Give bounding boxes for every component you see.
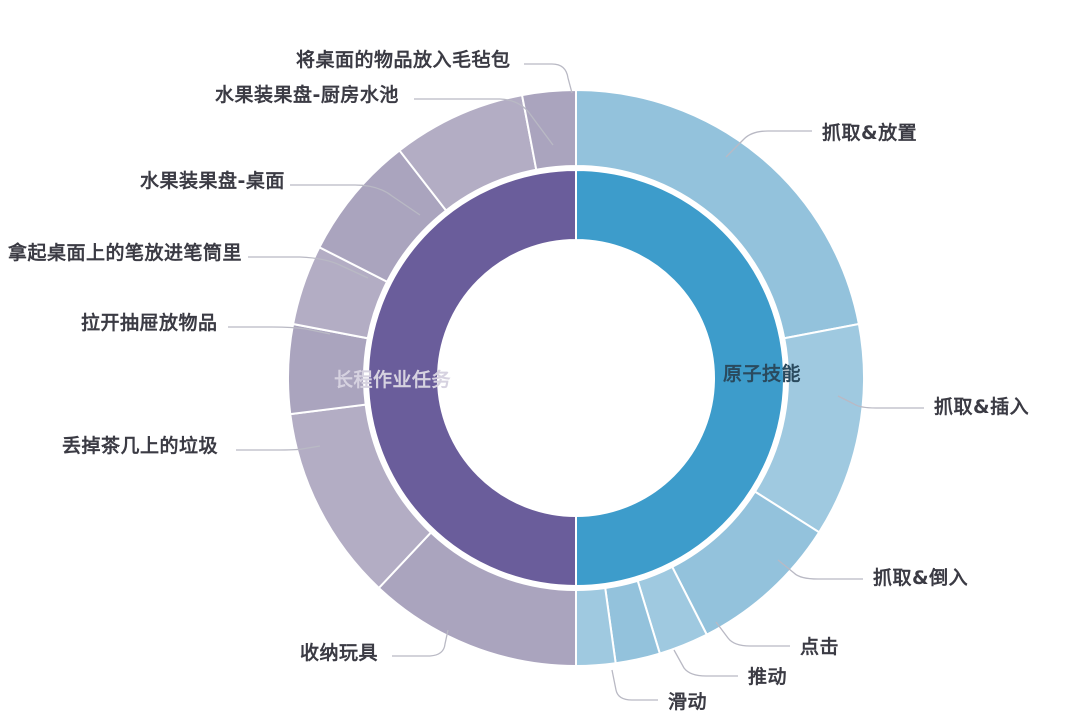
inner-ring-segment-1[interactable]: [367, 168, 577, 588]
outer-ring-segment-长程作业任务-6[interactable]: [520, 88, 577, 171]
leader-line-click: [715, 621, 790, 647]
leader-line-put-items-in-felt-bag: [524, 63, 573, 94]
inner-ring-label-long-horizon-tasks: 长程作业任务: [334, 369, 452, 391]
label-fruit-plate-tabletop: 水果装果盘-桌面: [140, 170, 285, 192]
label-pick-and-pour: 抓取&倒入: [873, 567, 969, 589]
label-slide: 滑动: [668, 691, 708, 713]
outer-ring-group: [287, 88, 865, 668]
inner-ring-group: [367, 168, 785, 588]
label-push: 推动: [748, 666, 788, 688]
leader-line-pick-and-place: [725, 130, 812, 158]
leader-line-throw-trash: [236, 445, 321, 451]
label-pick-and-insert: 抓取&插入: [934, 396, 1030, 418]
label-click: 点击: [800, 636, 840, 658]
label-put-items-in-felt-bag: 将桌面的物品放入毛毡包: [296, 49, 511, 71]
label-pen-into-holder: 拿起桌面上的笔放进笔筒里: [8, 242, 243, 264]
label-throw-trash-coffee-table: 丢掉茶几上的垃圾: [62, 435, 219, 457]
leader-line-pen-into-holder: [248, 256, 369, 279]
inner-ring-segment-0[interactable]: [575, 168, 785, 588]
leader-line-slide: [611, 669, 658, 701]
label-pick-and-place: 抓取&放置: [822, 122, 918, 144]
leader-line-pick-and-insert: [837, 395, 924, 409]
leader-line-fruit-plate-tabletop: [290, 184, 421, 216]
label-open-drawer-put-items: 拉开抽屉放物品: [81, 312, 218, 334]
leader-line-pick-and-pour: [777, 559, 863, 580]
label-store-toys: 收纳玩具: [300, 642, 379, 664]
leader-line-push: [673, 649, 738, 677]
inner-ring-label-atomic-skills: 原子技能: [723, 363, 802, 385]
leader-lines-group: [228, 63, 924, 701]
label-fruit-plate-kitchen-sink: 水果装果盘-厨房水池: [215, 84, 399, 106]
leader-line-store-toys: [392, 629, 449, 657]
leader-line-fruit-plate-kitchen-sink: [414, 98, 554, 146]
leader-line-open-drawer-put-items: [228, 326, 331, 335]
